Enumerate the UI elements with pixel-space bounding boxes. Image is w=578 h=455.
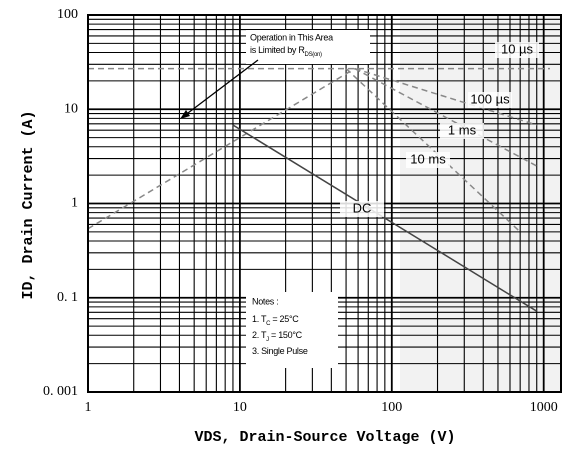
series-label: 1 ms (448, 122, 477, 137)
y-tick-label: 1 (71, 196, 78, 211)
note-item: 3. Single Pulse (252, 346, 308, 356)
series-label-bg (468, 92, 512, 108)
note-text: 1. T (252, 314, 267, 324)
series-line (87, 67, 356, 230)
x-tick-label: 100 (381, 400, 402, 415)
x-tick-label: 10 (233, 400, 247, 415)
series-line (354, 67, 537, 126)
series-line (232, 124, 538, 312)
notes-title: Notes : (252, 296, 278, 306)
note-sub: C (266, 321, 271, 327)
series-label-bg (406, 152, 450, 168)
x-tick-label: 1 (85, 400, 92, 415)
annotation-text: is Limited by RDS(on) (250, 45, 322, 57)
y-tick-label: 0. 1 (57, 290, 78, 305)
notes-box (246, 292, 338, 368)
notes: Notes : 1. TC = 25°C2. TJ = 150°C3. Sing… (246, 292, 338, 368)
plot-frame (87, 14, 562, 393)
note-text: 2. T (252, 330, 267, 340)
annotation-text: Operation in This Area (250, 32, 333, 42)
annotation-box (246, 30, 370, 64)
annotation-sub: DS(on) (305, 52, 323, 58)
y-tick-label: 10 (64, 101, 78, 116)
series-line (354, 67, 538, 167)
annotation: Operation in This Area is Limited by RDS… (180, 30, 370, 119)
annotation-arrow (183, 59, 259, 117)
y-axis-title: ID, Drain Current (A) (20, 110, 37, 299)
note-rest: = 25°C (270, 314, 299, 324)
series-label-bg (495, 42, 539, 58)
note-text: 3. Single Pulse (252, 346, 308, 356)
note-item: 1. TC = 25°C (252, 314, 299, 326)
series-lines (87, 67, 550, 312)
x-tick-label: 1000 (530, 400, 558, 415)
series-label: 100 µs (470, 91, 510, 106)
series-label-bg (440, 123, 484, 139)
note-sub: J (266, 337, 269, 343)
series-label-bg (340, 201, 384, 217)
note-rest: = 150°C (269, 330, 303, 340)
note-item: 2. TJ = 150°C (252, 330, 303, 342)
annotation-text: is Limited by R (250, 45, 305, 55)
series-label: 10 ms (410, 151, 446, 166)
series-label: DC (353, 200, 372, 215)
y-tick-label: 0. 001 (43, 384, 78, 399)
y-tick-label: 100 (57, 7, 78, 22)
series-label: 10 µs (501, 41, 534, 56)
x-axis-title: VDS, Drain-Source Voltage (V) (194, 429, 455, 446)
arrow-head (180, 110, 190, 119)
